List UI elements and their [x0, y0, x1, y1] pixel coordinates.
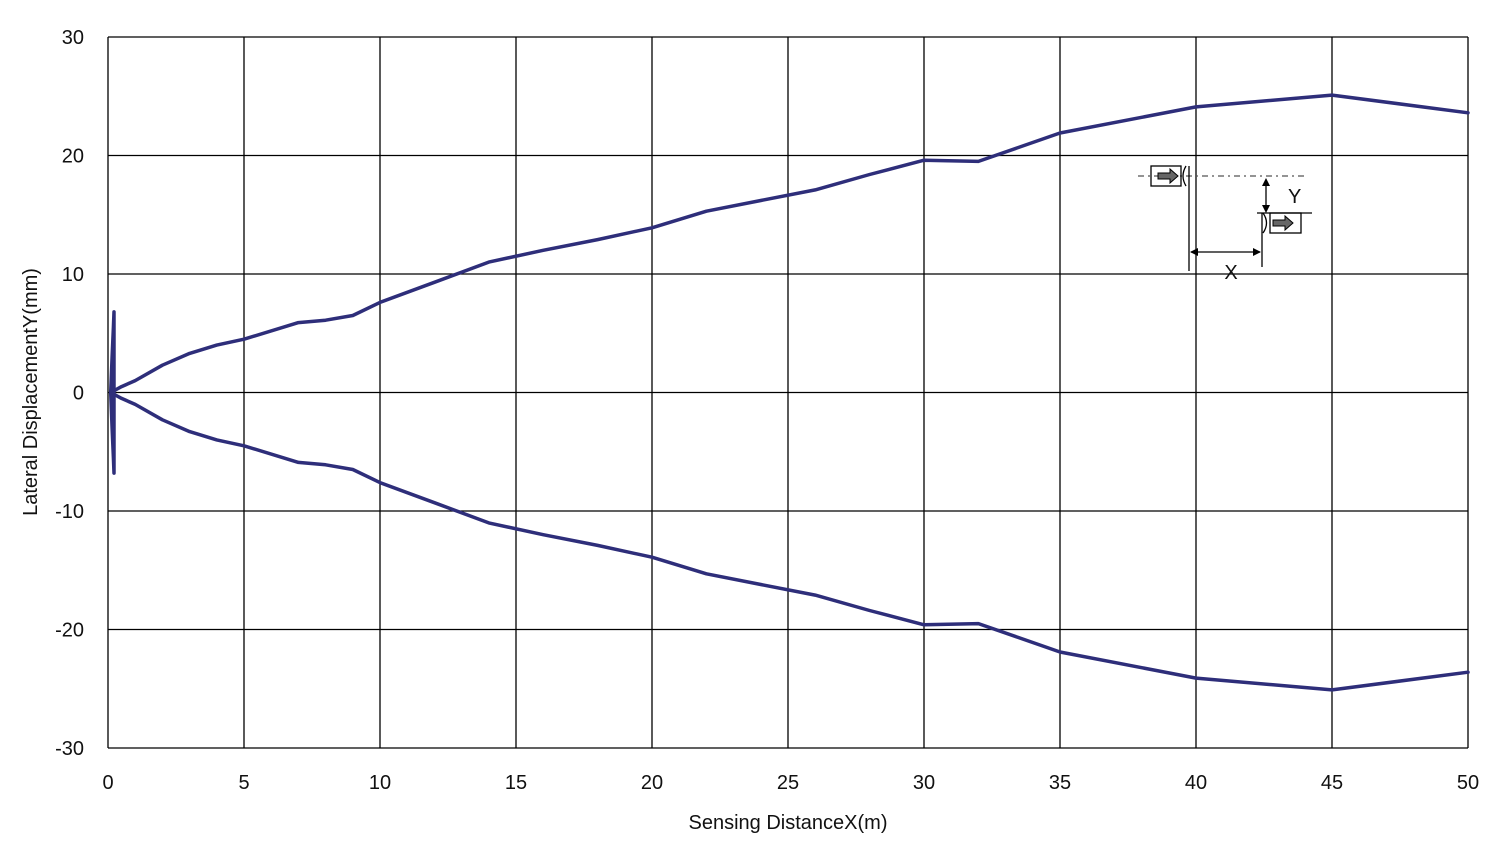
x-tick-label: 50 [1457, 772, 1479, 794]
y-tick-label: -30 [55, 738, 84, 760]
x-tick-label: 10 [369, 772, 391, 794]
grid-lines [107, 36, 1469, 749]
series-line-1 [108, 93, 1470, 395]
series-lines [108, 93, 1470, 692]
x-tick-label: 5 [238, 772, 249, 794]
x-tick-label: 0 [102, 772, 113, 794]
x-tick-label: 25 [777, 772, 799, 794]
x-axis-label: Sensing DistanceX(m) [689, 812, 888, 834]
series-line-3 [108, 310, 116, 475]
x-dimension-arrowhead-right [1253, 248, 1261, 256]
y-dimension-arrowhead-bottom [1262, 205, 1270, 213]
sensor-offset-diagram: Y X [1138, 165, 1312, 284]
emitter-arrow-icon [1157, 167, 1179, 185]
y-tick-label: 20 [62, 146, 84, 168]
y-tick-label: 0 [73, 383, 84, 405]
tick-labels: 0 5 10 15 20 25 30 35 40 45 50 -30 -20 -10 0 10 20 30 [55, 27, 1479, 794]
receiver-sensor-body [1269, 212, 1302, 234]
x-tick-label: 15 [505, 772, 527, 794]
x-tick-label: 40 [1185, 772, 1207, 794]
y-axis-label: Lateral DisplacementY(mm) [20, 268, 42, 516]
x-tick-label: 30 [913, 772, 935, 794]
y-dimension-label: Y [1288, 186, 1301, 208]
x-dimension-label: X [1224, 262, 1237, 284]
receiver-arrow-icon [1272, 214, 1294, 232]
x-tick-label: 45 [1321, 772, 1343, 794]
emitter-sensor-body [1150, 165, 1182, 187]
y-dimension-arrowhead-top [1262, 178, 1270, 186]
y-tick-label: -20 [55, 620, 84, 642]
x-dimension-arrowhead-left [1190, 248, 1198, 256]
receiver-lens [1262, 212, 1268, 234]
emitter-lens [1182, 165, 1187, 187]
y-tick-label: -10 [55, 501, 84, 523]
x-tick-label: 20 [641, 772, 663, 794]
series-line-2 [108, 390, 1470, 692]
y-tick-label: 10 [62, 264, 84, 286]
y-tick-label: 30 [62, 27, 84, 49]
x-tick-label: 35 [1049, 772, 1071, 794]
